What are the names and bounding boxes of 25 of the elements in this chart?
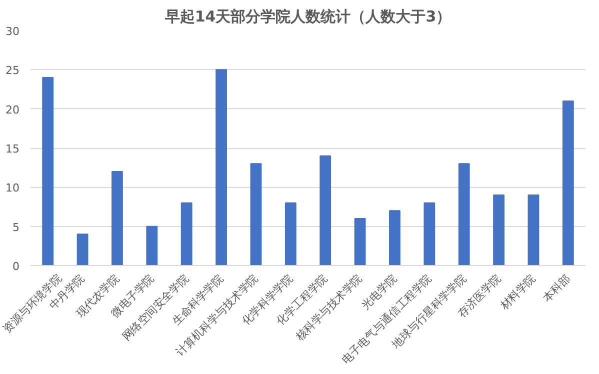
bar	[458, 163, 470, 266]
bar	[250, 163, 262, 266]
bar	[42, 77, 54, 266]
bar	[112, 171, 123, 266]
bar	[424, 202, 436, 266]
bar	[389, 210, 400, 266]
bar	[562, 100, 574, 266]
bar	[320, 155, 332, 266]
y-tick-label: 5	[12, 220, 20, 234]
y-tick-label: 20	[6, 103, 20, 116]
chart-title: 早起14天部分学院人数统计（人数大于3）	[164, 8, 452, 26]
bar	[354, 218, 366, 266]
bar	[284, 202, 296, 266]
bar	[76, 234, 88, 266]
y-tick-label: 0	[12, 260, 20, 273]
bar	[528, 194, 540, 266]
bar	[146, 226, 158, 266]
bar	[180, 202, 192, 266]
y-tick-label: 30	[6, 25, 20, 38]
y-tick-label: 10	[6, 182, 20, 195]
y-tick-label: 25	[6, 64, 20, 78]
bar	[216, 69, 227, 266]
y-tick-label: 15	[6, 142, 20, 156]
x-tick-label: 本科部	[540, 272, 573, 304]
bar	[493, 194, 504, 266]
